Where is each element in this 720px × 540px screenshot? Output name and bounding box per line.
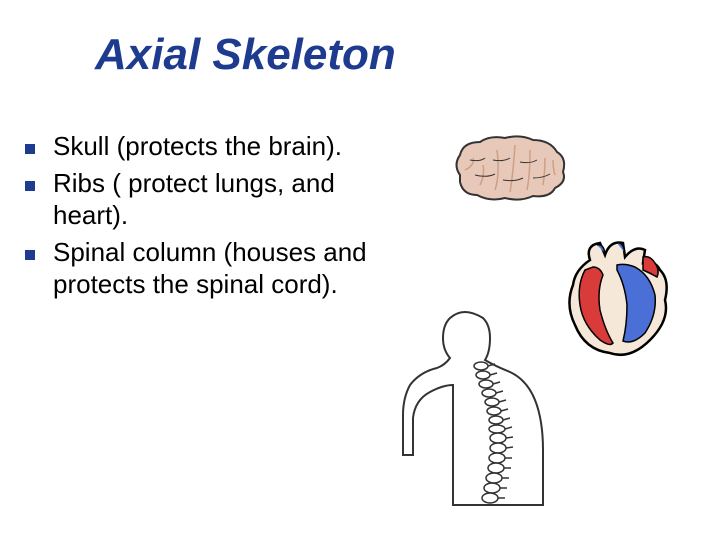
slide-title: Axial Skeleton — [95, 30, 396, 80]
bullet-text: Skull (protects the brain). — [53, 130, 342, 163]
list-item: Spinal column (houses and protects the s… — [25, 236, 375, 301]
heart-illustration — [555, 235, 675, 365]
spine-icon — [403, 312, 543, 505]
bullet-square-icon — [25, 250, 35, 260]
bullet-text: Spinal column (houses and protects the s… — [53, 236, 375, 301]
brain-icon — [457, 136, 565, 199]
bullet-square-icon — [25, 181, 35, 191]
heart-icon — [569, 243, 666, 355]
bullet-square-icon — [25, 144, 35, 154]
spine-silhouette — [395, 310, 555, 510]
bullet-list: Skull (protects the brain). Ribs ( prote… — [25, 130, 375, 305]
brain-illustration — [445, 130, 575, 210]
list-item: Skull (protects the brain). — [25, 130, 375, 163]
list-item: Ribs ( protect lungs, and heart). — [25, 167, 375, 232]
bullet-text: Ribs ( protect lungs, and heart). — [53, 167, 375, 232]
